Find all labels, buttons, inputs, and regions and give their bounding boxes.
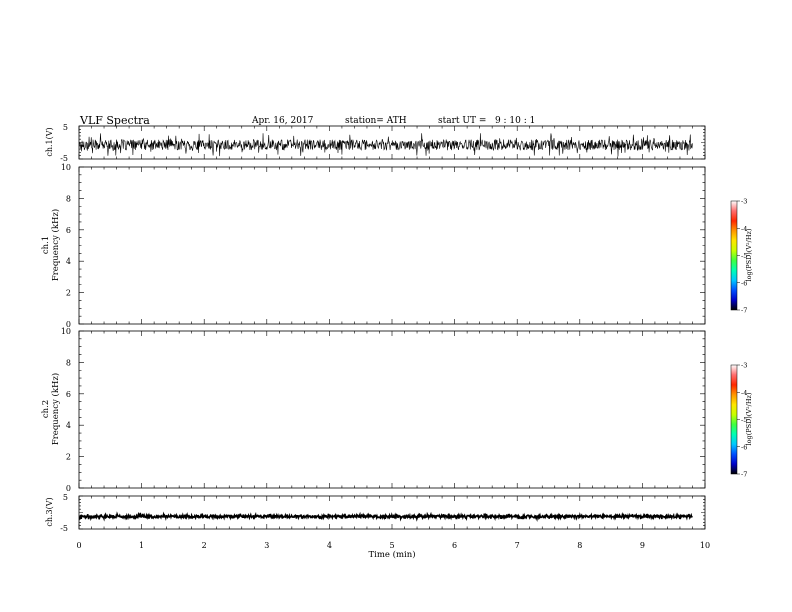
ch1-ytick-top: 5 <box>63 123 68 132</box>
time-ticks <box>78 126 706 159</box>
start-time-label: start UT = 9 : 10 : 1 <box>438 116 535 126</box>
ch1-ytick-bottom: -5 <box>60 154 68 163</box>
ch1-waveform-ylabel: ch.1(V) <box>45 127 54 156</box>
ch1-waveform-trace <box>79 133 693 157</box>
amplitude-ticks <box>79 125 705 160</box>
ch1-waveform-ticks <box>78 125 706 160</box>
observation-date: Apr. 16, 2017 <box>252 116 313 126</box>
station-label: station= ATH <box>345 116 407 126</box>
ch1-waveform-panel: 5 -5 ch.1(V) <box>45 123 706 163</box>
figure-title: VLF Spectra <box>80 114 150 127</box>
